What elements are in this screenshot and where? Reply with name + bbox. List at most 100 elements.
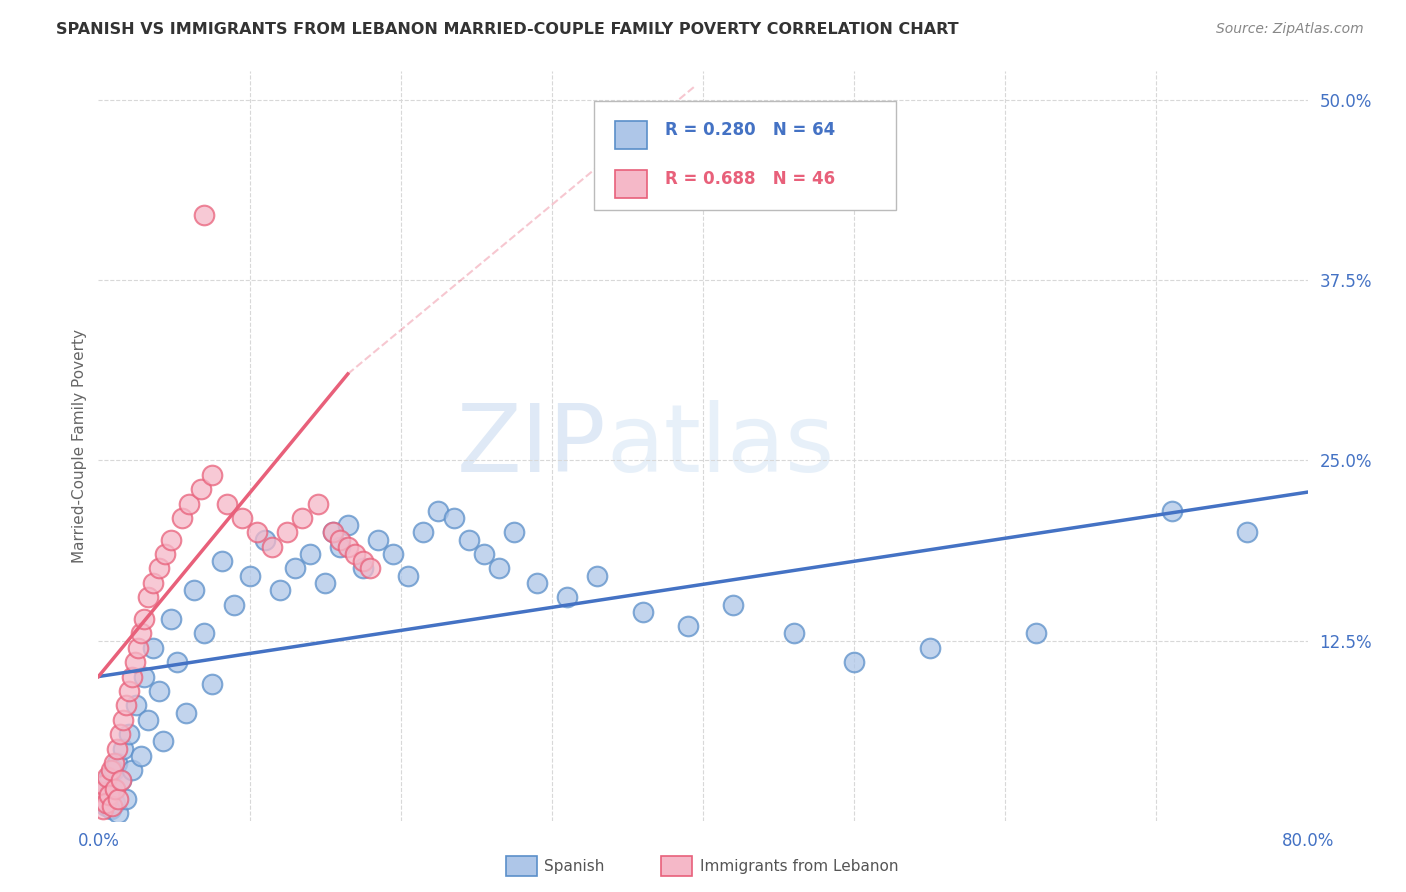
- Point: [179, 497, 201, 511]
- Point: [488, 561, 510, 575]
- Point: [211, 554, 233, 568]
- Point: [336, 540, 359, 554]
- Point: [918, 640, 941, 655]
- Point: [118, 684, 141, 698]
- Point: [136, 591, 159, 605]
- Point: [246, 525, 269, 540]
- Point: [314, 575, 336, 590]
- Point: [105, 741, 128, 756]
- Point: [104, 797, 127, 811]
- Point: [586, 568, 609, 582]
- Point: [201, 677, 224, 691]
- Text: Spanish: Spanish: [544, 859, 605, 873]
- Point: [239, 568, 262, 582]
- Point: [98, 771, 121, 785]
- Point: [1160, 504, 1182, 518]
- Text: Immigrants from Lebanon: Immigrants from Lebanon: [700, 859, 898, 873]
- Point: [352, 561, 374, 575]
- Point: [148, 561, 170, 575]
- Point: [193, 209, 215, 223]
- Point: [110, 773, 132, 788]
- Point: [96, 771, 118, 785]
- Point: [96, 788, 118, 802]
- Point: [329, 533, 352, 547]
- Point: [299, 547, 322, 561]
- Point: [93, 778, 115, 792]
- Point: [344, 547, 367, 561]
- Point: [124, 655, 146, 669]
- Bar: [614, 169, 647, 198]
- Point: [322, 525, 344, 540]
- Point: [129, 748, 152, 763]
- Point: [98, 788, 121, 802]
- Point: [291, 511, 314, 525]
- Point: [336, 518, 359, 533]
- Point: [125, 698, 148, 713]
- Point: [284, 561, 307, 575]
- Point: [90, 785, 112, 799]
- Point: [844, 655, 866, 669]
- Point: [443, 511, 465, 525]
- Point: [105, 756, 128, 770]
- Point: [101, 799, 124, 814]
- Point: [121, 669, 143, 683]
- Point: [111, 741, 134, 756]
- Point: [1236, 525, 1258, 540]
- Point: [631, 605, 654, 619]
- Point: [427, 504, 450, 518]
- Point: [121, 763, 143, 777]
- Text: Source: ZipAtlas.com: Source: ZipAtlas.com: [1216, 22, 1364, 37]
- Point: [193, 626, 215, 640]
- Point: [142, 640, 165, 655]
- Point: [91, 802, 114, 816]
- Point: [367, 533, 389, 547]
- Bar: [614, 120, 647, 149]
- Point: [107, 806, 129, 821]
- Point: [472, 547, 495, 561]
- Point: [396, 568, 419, 582]
- Point: [170, 511, 193, 525]
- Point: [153, 547, 176, 561]
- Point: [114, 792, 136, 806]
- Point: [676, 619, 699, 633]
- Point: [1024, 626, 1046, 640]
- Point: [723, 598, 745, 612]
- Point: [322, 525, 344, 540]
- Point: [94, 799, 117, 814]
- Point: [108, 727, 131, 741]
- Point: [269, 583, 291, 598]
- Point: [555, 591, 578, 605]
- Point: [142, 575, 165, 590]
- Point: [107, 792, 129, 806]
- Point: [93, 778, 115, 792]
- Point: [457, 533, 479, 547]
- Point: [100, 763, 122, 777]
- Point: [174, 706, 197, 720]
- Y-axis label: Married-Couple Family Poverty: Married-Couple Family Poverty: [72, 329, 87, 563]
- Text: R = 0.688   N = 46: R = 0.688 N = 46: [665, 169, 835, 187]
- Point: [132, 612, 155, 626]
- Point: [101, 781, 124, 796]
- Point: [231, 511, 253, 525]
- Point: [329, 540, 352, 554]
- Point: [215, 497, 238, 511]
- Point: [253, 533, 276, 547]
- Point: [224, 598, 246, 612]
- Point: [262, 540, 284, 554]
- Point: [127, 640, 149, 655]
- Point: [136, 713, 159, 727]
- Point: [110, 773, 132, 788]
- Point: [132, 669, 155, 683]
- Point: [160, 612, 183, 626]
- Point: [118, 727, 141, 741]
- Text: atlas: atlas: [606, 400, 835, 492]
- Point: [183, 583, 205, 598]
- Point: [94, 797, 117, 811]
- Point: [526, 575, 548, 590]
- FancyBboxPatch shape: [595, 102, 897, 210]
- Point: [114, 698, 136, 713]
- Point: [783, 626, 806, 640]
- Point: [276, 525, 298, 540]
- Point: [103, 756, 125, 770]
- Point: [129, 626, 152, 640]
